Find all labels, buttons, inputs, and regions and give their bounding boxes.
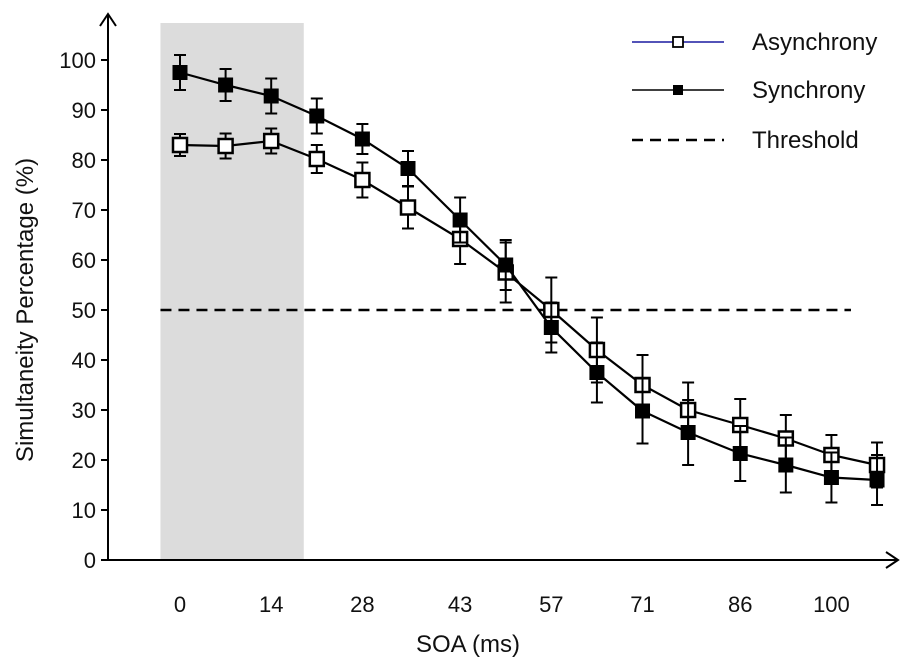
data-point [309,108,325,124]
x-tick-label: 14 [259,592,283,617]
data-point [778,457,794,473]
legend-item: Asynchrony [632,29,877,56]
data-point [823,470,839,485]
series-line [179,139,878,467]
x-tick-label: 57 [539,592,563,617]
x-axis-title: SOA (ms) [416,631,520,658]
x-tick-label: 43 [448,592,472,617]
data-point [732,446,748,461]
data-point [262,132,280,150]
series-synchrony [172,54,885,506]
y-tick-label: 20 [72,448,96,473]
data-point [869,472,885,488]
data-point [680,425,696,440]
legend-label: Threshold [752,127,859,154]
data-point [399,199,417,216]
y-tick-label: 70 [72,198,96,223]
data-point [400,161,416,176]
data-point [635,403,651,419]
legend-item: Threshold [632,127,859,154]
x-tick-label: 86 [728,592,752,617]
data-point [308,150,326,168]
legend: Asynchrony Synchrony Threshold [632,29,877,154]
y-axis-title: Simultaneity Percentage (%) [12,158,39,462]
data-point [589,365,605,380]
data-point [543,320,559,335]
y-tick-label: 80 [72,148,96,173]
y-tick-label: 40 [72,348,96,373]
data-point [354,131,370,147]
y-tick-label: 50 [72,298,96,323]
x-tick-label: 28 [350,592,374,617]
legend-marker [672,36,684,48]
legend-label: Synchrony [752,77,865,104]
data-point [263,88,279,104]
data-point [218,77,234,93]
data-point [217,137,234,155]
legend-marker [673,85,683,95]
shaded-region [160,23,304,560]
x-tick-label: 100 [813,592,850,617]
data-point [498,257,514,273]
series-line [179,71,878,482]
data-point [452,212,468,228]
series-layer [171,54,886,506]
y-tick-label: 10 [72,498,96,523]
x-tick-label: 0 [174,592,186,617]
y-tick-label: 60 [72,248,96,273]
data-point [171,136,189,154]
x-tick-label: 71 [630,592,654,617]
y-tick-label: 90 [72,98,96,123]
y-tick-label: 100 [59,48,96,73]
shaded-region-layer [160,23,304,560]
legend-label: Asynchrony [752,29,877,56]
legend-item: Synchrony [632,77,865,104]
data-point [172,65,188,80]
data-point [354,171,371,189]
x-axis-arrow [885,551,900,569]
y-tick-label: 30 [72,398,96,423]
y-tick-label: 0 [84,548,96,573]
axes: 0 10 20 30 40 50 60 70 80 90 100 0 14 28 43 57 71 86 100 [59,12,900,617]
y-axis-arrow [99,12,117,27]
